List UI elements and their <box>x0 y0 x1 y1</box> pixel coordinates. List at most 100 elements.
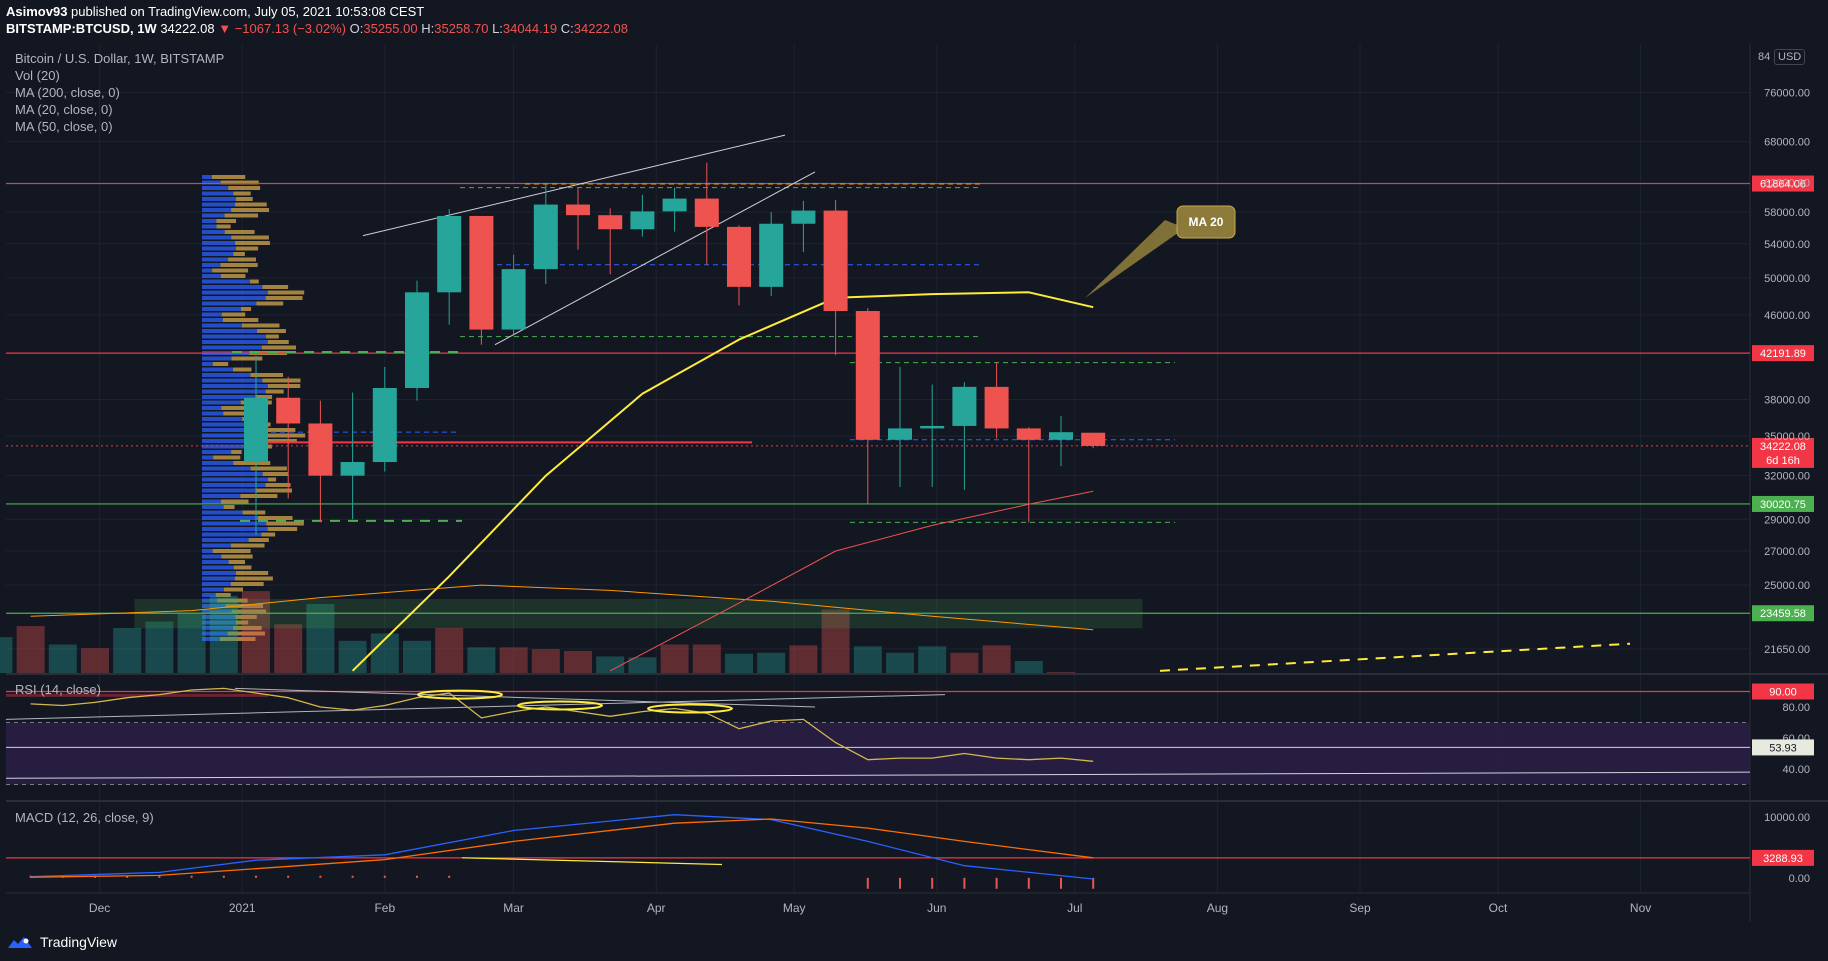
volume-profile-bar <box>250 279 259 284</box>
volume-profile-bar <box>202 219 217 223</box>
last-price: 34222.08 <box>160 21 215 36</box>
volume-profile-bar <box>202 609 232 614</box>
price-tick-label: 46000.00 <box>1764 310 1810 322</box>
volume-profile-bar <box>202 620 236 625</box>
level-label-3: 30020.75 <box>1760 499 1806 511</box>
level-label-2: 34222.08 <box>1760 441 1806 453</box>
volume-bar <box>499 647 528 673</box>
candle-body <box>437 215 462 293</box>
volume-bar <box>564 650 592 673</box>
volume-profile-bar <box>202 472 263 476</box>
volume-profile-bar <box>202 411 224 416</box>
volume-profile-bar <box>202 505 224 509</box>
volume-profile-bar <box>202 571 236 575</box>
volume-profile-bar <box>202 615 236 619</box>
time-tick-label: Nov <box>1630 901 1651 915</box>
volume-profile-bar <box>202 521 267 526</box>
volume-profile-bar <box>221 554 253 559</box>
currency-badge[interactable]: USD <box>1774 49 1806 65</box>
price-tick-label: 35000.00 <box>1764 431 1810 443</box>
macd-line <box>30 814 1094 880</box>
volume-profile-bar <box>256 395 273 399</box>
candle-body <box>662 198 687 212</box>
volume-profile-bar <box>202 191 234 196</box>
symbol-label: BITSTAMP:BTCUSD, 1W <box>6 21 157 36</box>
price-tick-label: 38000.00 <box>1764 395 1810 407</box>
volume-bar <box>274 624 303 673</box>
price-chart[interactable]: 61864.06 42191.89 34222.08 6d 16h 30020.75 23… <box>0 42 1828 922</box>
volume-profile-bar <box>233 461 271 465</box>
volume-profile-bar <box>222 318 259 322</box>
volume-profile-bar <box>202 395 257 399</box>
candle-body <box>1049 432 1073 440</box>
volume-profile-bar <box>202 494 241 498</box>
volume-profile-bar <box>231 609 266 614</box>
volume-profile-bar <box>202 422 258 427</box>
volume-profile-bar <box>202 455 214 460</box>
volume-bar <box>403 640 431 673</box>
rsi-highlight-2 <box>647 703 733 714</box>
price-tick-label: 21650.00 <box>1764 644 1810 656</box>
volume-profile-bar <box>202 345 262 350</box>
volume-profile-bar <box>242 510 266 515</box>
volume-profile-bar <box>233 626 262 630</box>
volume-profile-bar <box>202 384 268 388</box>
volume-profile-bar <box>250 373 284 377</box>
volume-profile-bar <box>212 362 229 366</box>
volume-profile-bar <box>202 241 236 245</box>
candle-body <box>501 269 526 330</box>
volume-profile-bar <box>202 576 235 581</box>
level-tag-3 <box>1752 495 1814 512</box>
volume-profile-bar <box>202 560 229 564</box>
annotation-pointer <box>1085 220 1185 298</box>
volume-profile-bar <box>202 334 267 339</box>
volume-bar <box>789 645 818 673</box>
volume-profile-bar <box>266 428 296 432</box>
volume-bar <box>853 646 882 673</box>
volume-profile-bar <box>202 532 262 537</box>
high-label: H: <box>421 21 435 36</box>
low-label: L: <box>492 21 503 36</box>
candle-body <box>372 388 397 463</box>
rsi-red-mark <box>6 693 268 697</box>
price-tick-label: 27000.00 <box>1764 546 1810 558</box>
open-label: O: <box>349 21 364 36</box>
volume-bar <box>145 621 174 673</box>
volume-profile-bar <box>202 318 223 322</box>
volume-bar <box>113 627 142 673</box>
volume-bar <box>918 646 947 673</box>
volume-profile-bar <box>231 356 263 361</box>
candle-body <box>533 204 558 270</box>
change-arrow-icon: ▼ <box>218 21 232 36</box>
volume-profile-bar <box>220 180 259 185</box>
ma50-line <box>609 490 1094 672</box>
legend-title: Bitcoin / U.S. Dollar, 1W, BITSTAMP <box>15 51 225 66</box>
volume-profile-bar <box>262 378 301 383</box>
volume-profile-bar <box>262 472 289 476</box>
volume-profile-bar <box>202 587 225 592</box>
volume-bar <box>16 626 45 673</box>
time-tick-label: Apr <box>647 901 666 915</box>
volume-profile-bar <box>202 285 263 289</box>
volume-profile-bar <box>202 466 251 471</box>
volume-profile-bar <box>224 213 259 218</box>
footer-brand[interactable]: TradingView <box>6 931 117 953</box>
volume-profile-bar <box>202 406 222 410</box>
volume-profile-bar <box>235 202 267 207</box>
volume-profile-bar <box>265 389 284 394</box>
volume-profile-bar <box>224 587 243 592</box>
volume-bar <box>596 656 625 673</box>
volume-profile-bar <box>202 461 234 465</box>
volume-profile-bar <box>230 582 264 586</box>
candle-body <box>823 210 848 312</box>
rsi-tick-label: 90.00 <box>1769 687 1797 699</box>
volume-profile-bar <box>202 549 213 553</box>
price-tick-label: 50000.00 <box>1764 273 1810 285</box>
volume-profile-bar <box>202 378 263 383</box>
volume-profile-bar <box>202 367 233 372</box>
volume-profile-bar <box>225 604 264 608</box>
macd-current-label: 3288.93 <box>1763 853 1803 865</box>
price-tick-label: 25000.00 <box>1764 580 1810 592</box>
volume-profile-bar <box>233 191 251 196</box>
volume-profile-bar <box>202 593 216 597</box>
